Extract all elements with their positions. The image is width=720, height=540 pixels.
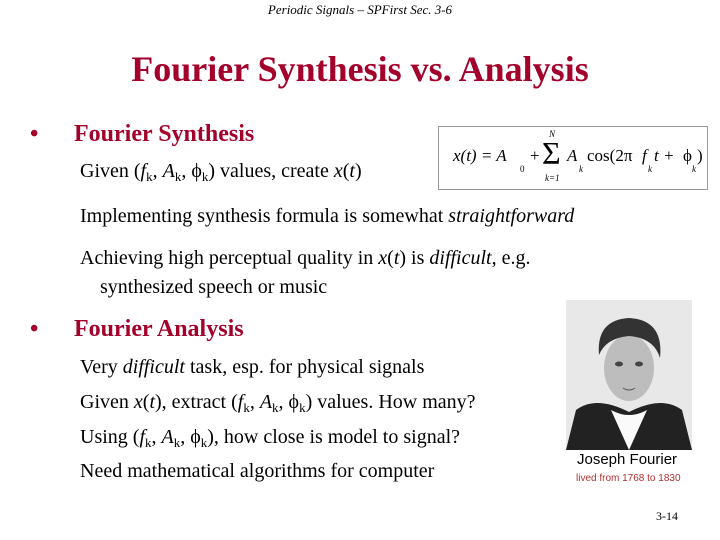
t: , [249,391,260,413]
t: Very [80,356,123,378]
formula-part: f [642,146,647,165]
t: k [145,435,152,450]
t: ) values. How many? [305,391,476,413]
eye [635,361,643,367]
portrait [566,300,692,450]
t: k [173,435,181,450]
collar [611,410,647,450]
t: k [200,435,208,450]
portrait-name: Joseph Fourier [577,451,678,468]
t: synthesized speech or music [100,276,328,298]
t: k [201,169,209,184]
t: ) [354,160,362,182]
text-line: Achieving high perceptual quality in x(t… [80,247,531,270]
t: t [349,160,355,182]
mouth [622,387,636,391]
text-line: synthesized speech or music [100,276,327,299]
t: , [151,426,162,448]
t: ϕ [191,160,202,182]
t: ( [342,160,350,182]
hair [598,318,661,358]
t: k [299,400,306,415]
t: A [161,426,174,448]
t: x [133,391,143,413]
title: Fourier Synthesis vs. Analysis [131,49,589,89]
formula-part: k=1 [545,173,560,183]
t: Need mathematical algorithms for compute… [80,460,435,482]
t: t [149,391,156,413]
face [604,335,654,401]
t: task, esp. for physical signals [184,356,425,378]
t: ϕ [288,391,300,413]
t: ) is [399,247,430,269]
formula-part: 0 [520,164,525,174]
formula-part: k [579,164,583,174]
text-line: Using (fk, Ak, ϕk), how close is model t… [80,426,460,449]
t: Given ( [80,160,141,182]
t: Using ( [80,426,140,448]
t: , e.g. [491,247,531,269]
t: x [378,247,388,269]
eye [615,361,623,367]
heading-text: Fourier Analysis [74,316,244,342]
t: , [180,426,191,448]
t: A [259,391,273,413]
formula-part: k [692,164,696,174]
bullet-heading: • Fourier Analysis [30,316,244,342]
formula-part: x(t) = A [453,146,507,165]
heading-text: Fourier Synthesis [74,121,255,147]
t: Achieving high perceptual quality in [80,247,379,269]
t: , [181,160,192,182]
t: , [278,391,289,413]
header: Periodic Signals – SPFirst Sec. 3-6 [267,2,453,17]
t: ), extract ( [155,391,238,413]
t: k [272,400,279,415]
formula-box: x(t) = A 0 + Σ N k=1 A k cos(2π f k t + … [438,126,708,190]
formula-part: cos(2π [587,146,633,165]
t: x [333,160,343,182]
formula-part: N [549,129,556,139]
t: , [152,160,163,182]
text-line: Very difficult task, esp. for physical s… [80,356,424,379]
t: ), how close is model to signal? [207,426,460,448]
t: ϕ [190,426,201,448]
formula-part: + [530,146,540,165]
t: ( [387,247,394,269]
t: Given [80,391,134,413]
t: difficult [122,356,185,378]
t: ) values, create [208,160,334,182]
page-number: 3-14 [656,509,678,523]
t: A [162,160,175,182]
t: difficult [429,247,492,269]
formula-part: k [648,164,652,174]
t: f [140,160,147,182]
formula-part: ) [697,146,703,165]
bullet-heading: • Fourier Synthesis [30,121,255,147]
t: ( [142,391,150,413]
portrait-caption: lived from 1768 to 1830 [576,473,681,484]
t: f [237,391,244,413]
t: k [174,169,182,184]
formula-part: t + [654,146,675,165]
text-line: Given (fk, Ak, ϕk) values, create x(t) [80,160,362,183]
text-line: Need mathematical algorithms for compute… [80,460,434,483]
t: k [146,169,153,184]
t: straightforward [448,205,575,227]
t: f [139,426,146,448]
t: Implementing synthesis formula is somewh… [80,205,449,227]
t: k [243,400,250,415]
text-line: Implementing synthesis formula is somewh… [80,205,574,228]
formula-part: Σ [542,135,561,171]
t: t [393,247,400,269]
text-line: Given x(t), extract (fk, Ak, ϕk) values.… [80,391,476,414]
formula-part: A [567,146,578,165]
formula-part: ϕ [683,146,692,165]
